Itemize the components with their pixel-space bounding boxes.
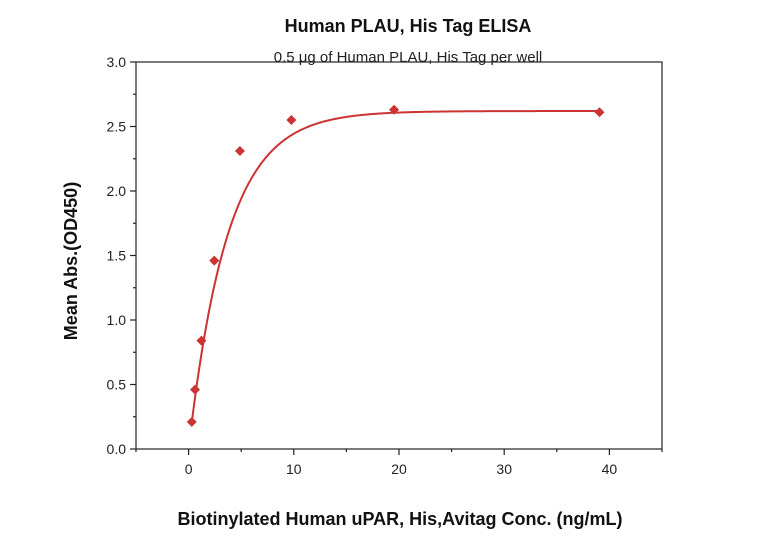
data-points-layer	[186, 104, 605, 427]
data-point	[389, 104, 400, 115]
x-tick-label: 30	[496, 461, 512, 477]
data-point	[234, 146, 245, 157]
fit-curve	[190, 110, 600, 423]
data-point	[190, 384, 201, 395]
y-axis-ticks: 0.0 0.5 1.0 1.5 2.0 2.5 3.0	[107, 54, 136, 457]
data-point	[196, 335, 207, 346]
chart-title: Human PLAU, His Tag ELISA	[285, 16, 532, 36]
y-tick-label: 2.5	[107, 119, 127, 135]
fit-curve-layer	[190, 110, 600, 423]
y-tick-label: 1.5	[107, 248, 127, 264]
y-tick-label: 0.5	[107, 377, 127, 393]
y-axis-label: Mean Abs.(OD450)	[61, 182, 81, 340]
x-tick-label: 20	[391, 461, 407, 477]
axes	[135, 61, 663, 450]
plot-frame	[135, 61, 663, 450]
y-tick-label: 1.0	[107, 312, 127, 328]
x-axis-ticks: 0 10 20 30 40	[135, 449, 663, 477]
x-tick-label: 10	[286, 461, 302, 477]
x-axis-label: Biotinylated Human uPAR, His,Avitag Conc…	[177, 509, 622, 529]
data-point	[209, 255, 220, 266]
data-point	[594, 107, 605, 118]
x-tick-label: 0	[185, 461, 193, 477]
data-point	[286, 115, 297, 126]
data-point	[186, 416, 197, 427]
x-tick-label: 40	[602, 461, 618, 477]
chart-subtitle: 0.5 μg of Human PLAU, His Tag per well	[274, 49, 543, 66]
y-tick-label: 0.0	[107, 441, 127, 457]
y-tick-label: 3.0	[107, 54, 127, 70]
y-tick-label: 2.0	[107, 183, 127, 199]
